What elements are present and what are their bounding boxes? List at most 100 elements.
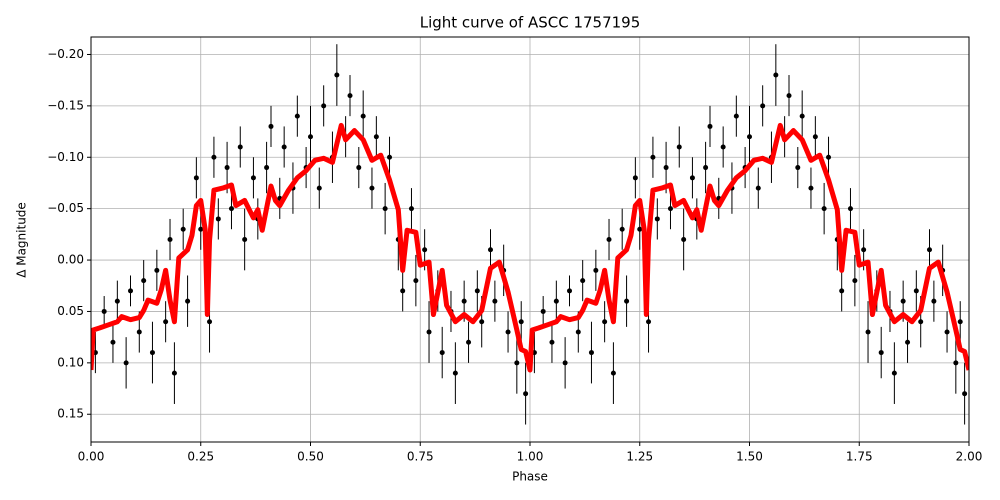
data-point (610, 370, 616, 376)
data-point (663, 165, 669, 171)
x-tick-label: 1.00 (517, 450, 544, 464)
data-point (250, 175, 256, 181)
data-point (228, 206, 234, 212)
data-point (588, 350, 594, 356)
y-tick-label: −0.10 (47, 150, 84, 164)
data-point (334, 72, 340, 78)
data-point (944, 329, 950, 335)
y-tick-label: −0.15 (47, 98, 84, 112)
data-point (207, 319, 213, 325)
data-point (281, 144, 287, 150)
data-point (624, 298, 630, 304)
data-point (812, 134, 818, 140)
data-point (316, 185, 322, 191)
data-point (606, 237, 612, 242)
data-point (861, 247, 867, 253)
data-point (523, 391, 529, 397)
data-point (505, 329, 511, 335)
x-axis-label: Phase (512, 470, 548, 484)
data-point (242, 237, 248, 242)
data-point (703, 165, 709, 171)
data-point (681, 237, 687, 242)
data-point (110, 339, 116, 345)
data-point (733, 113, 739, 119)
data-point (540, 308, 546, 314)
y-tick-label: −0.20 (47, 47, 84, 61)
data-point (264, 165, 270, 171)
data-point (101, 308, 107, 314)
data-point (408, 206, 414, 212)
data-point (180, 226, 186, 232)
x-tick-label: 0.00 (78, 450, 105, 464)
data-point (461, 298, 467, 304)
data-point (492, 298, 498, 304)
data-point (953, 360, 959, 366)
data-point (821, 206, 827, 212)
x-tick-label: 1.25 (626, 450, 653, 464)
data-point (360, 113, 366, 119)
data-point (562, 360, 568, 366)
data-point (654, 216, 660, 222)
data-point (580, 278, 586, 284)
data-point (356, 165, 362, 171)
data-point (185, 298, 191, 304)
data-point (452, 370, 458, 376)
data-point (689, 175, 695, 181)
data-point (294, 113, 300, 119)
data-point (891, 370, 897, 376)
data-point (553, 298, 559, 304)
data-point (847, 206, 853, 212)
data-point (602, 319, 608, 325)
x-tick-label: 0.25 (187, 450, 214, 464)
data-point (786, 93, 792, 99)
x-tick-label: 1.75 (846, 450, 873, 464)
data-point (720, 144, 726, 150)
data-point (136, 329, 142, 335)
data-point (926, 247, 932, 253)
data-point (400, 288, 406, 294)
y-axis-label: Δ Magnitude (15, 202, 29, 278)
ticks: 0.00 0.25 0.50 0.75 1.00 1.25 1.50 1.75 2.00 −0.2… (47, 47, 982, 464)
data-point (171, 370, 177, 376)
data-point (567, 288, 573, 294)
data-point (474, 288, 480, 294)
x-tick-label: 1.50 (736, 450, 763, 464)
data-point (795, 165, 801, 171)
data-point (755, 185, 761, 191)
data-point (154, 267, 160, 273)
data-point (128, 288, 134, 294)
data-point (839, 288, 845, 294)
data-point (237, 144, 243, 150)
data-point (905, 339, 911, 345)
data-point (369, 185, 375, 191)
data-point (149, 350, 155, 356)
data-point (773, 72, 779, 78)
data-point (619, 226, 625, 232)
data-point (593, 267, 599, 273)
data-point (913, 288, 919, 294)
y-tick-label: −0.05 (47, 201, 84, 215)
data-point (676, 144, 682, 150)
data-point (413, 278, 419, 284)
data-point (211, 154, 217, 160)
data-point (268, 123, 274, 129)
y-tick-label: 0.15 (57, 407, 84, 421)
data-point (707, 123, 713, 129)
data-point (215, 216, 221, 222)
data-point (957, 319, 963, 325)
data-point (514, 360, 520, 366)
y-tick-label: 0.10 (57, 355, 84, 369)
x-tick-label: 0.50 (297, 450, 324, 464)
data-point (518, 319, 524, 325)
data-point (198, 226, 204, 232)
data-point (479, 319, 485, 325)
data-point (422, 247, 428, 253)
data-point (439, 350, 445, 356)
data-point (487, 247, 493, 253)
data-point (760, 103, 766, 109)
chart-title: Light curve of ASCC 1757195 (420, 14, 641, 32)
data-point (808, 185, 814, 191)
data-point (382, 206, 388, 212)
